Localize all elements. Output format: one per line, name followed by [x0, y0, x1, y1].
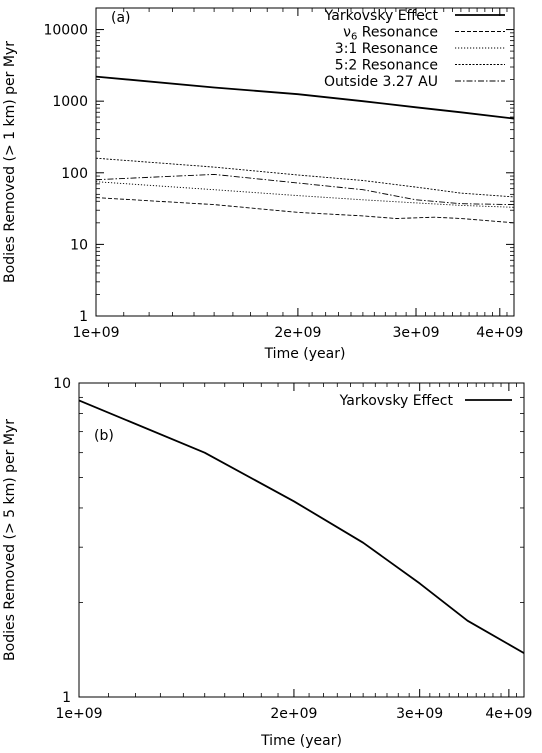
- legend-label: 5:2 Resonance: [335, 58, 438, 74]
- x-tick-label: 1e+09: [72, 325, 119, 341]
- legend-label: Outside 3.27 AU: [324, 74, 438, 90]
- legend-label: Yarkovsky Effect: [339, 393, 454, 409]
- legend-label: ν6 Resonance: [343, 25, 438, 43]
- legend-label: Yarkovsky Effect: [324, 8, 439, 24]
- y-tick-label: 10: [53, 376, 71, 392]
- panel-a-chart: 1 10 100 1000 10000 1e+09 2e+09 3e+09 4e+09 Time …: [2, 7, 523, 362]
- x-tick-label: 1e+09: [55, 706, 102, 722]
- y-axis-label: Bodies Removed (> 1 km) per Myr: [2, 41, 18, 283]
- series-line: [95, 75, 515, 120]
- series-line: [95, 173, 515, 206]
- panel-label: (a): [111, 10, 131, 26]
- panel-b-chart: 1 10 1e+09 2e+09 3e+09 4e+09 Time (year) Bodies…: [2, 376, 532, 749]
- plot-frame: [78, 382, 525, 698]
- x-axis-label: Time (year): [260, 733, 342, 749]
- y-tick-label: 1000: [52, 94, 88, 110]
- x-tick-label: 4e+09: [485, 706, 532, 722]
- plot-frame: [95, 7, 515, 317]
- y-axis-label: Bodies Removed (> 5 km) per Myr: [2, 419, 18, 661]
- y-tick-label: 10000: [43, 23, 88, 39]
- y-tick-label: 10: [70, 237, 88, 253]
- series-line: [95, 157, 515, 198]
- x-tick-label: 3e+09: [392, 325, 439, 341]
- y-tick-label: 1: [62, 690, 71, 706]
- y-tick-label: 100: [61, 166, 88, 182]
- series-line: [95, 197, 515, 224]
- x-tick-label: 2e+09: [270, 706, 317, 722]
- x-axis-label: Time (year): [264, 346, 346, 362]
- legend-label: 3:1 Resonance: [335, 41, 438, 57]
- x-tick-label: 3e+09: [396, 706, 443, 722]
- series-line: [78, 399, 525, 654]
- y-tick-label: 1: [79, 309, 88, 325]
- series-line: [95, 181, 515, 208]
- panel-label: (b): [94, 428, 114, 444]
- x-tick-label: 4e+09: [476, 325, 523, 341]
- x-tick-label: 2e+09: [274, 325, 321, 341]
